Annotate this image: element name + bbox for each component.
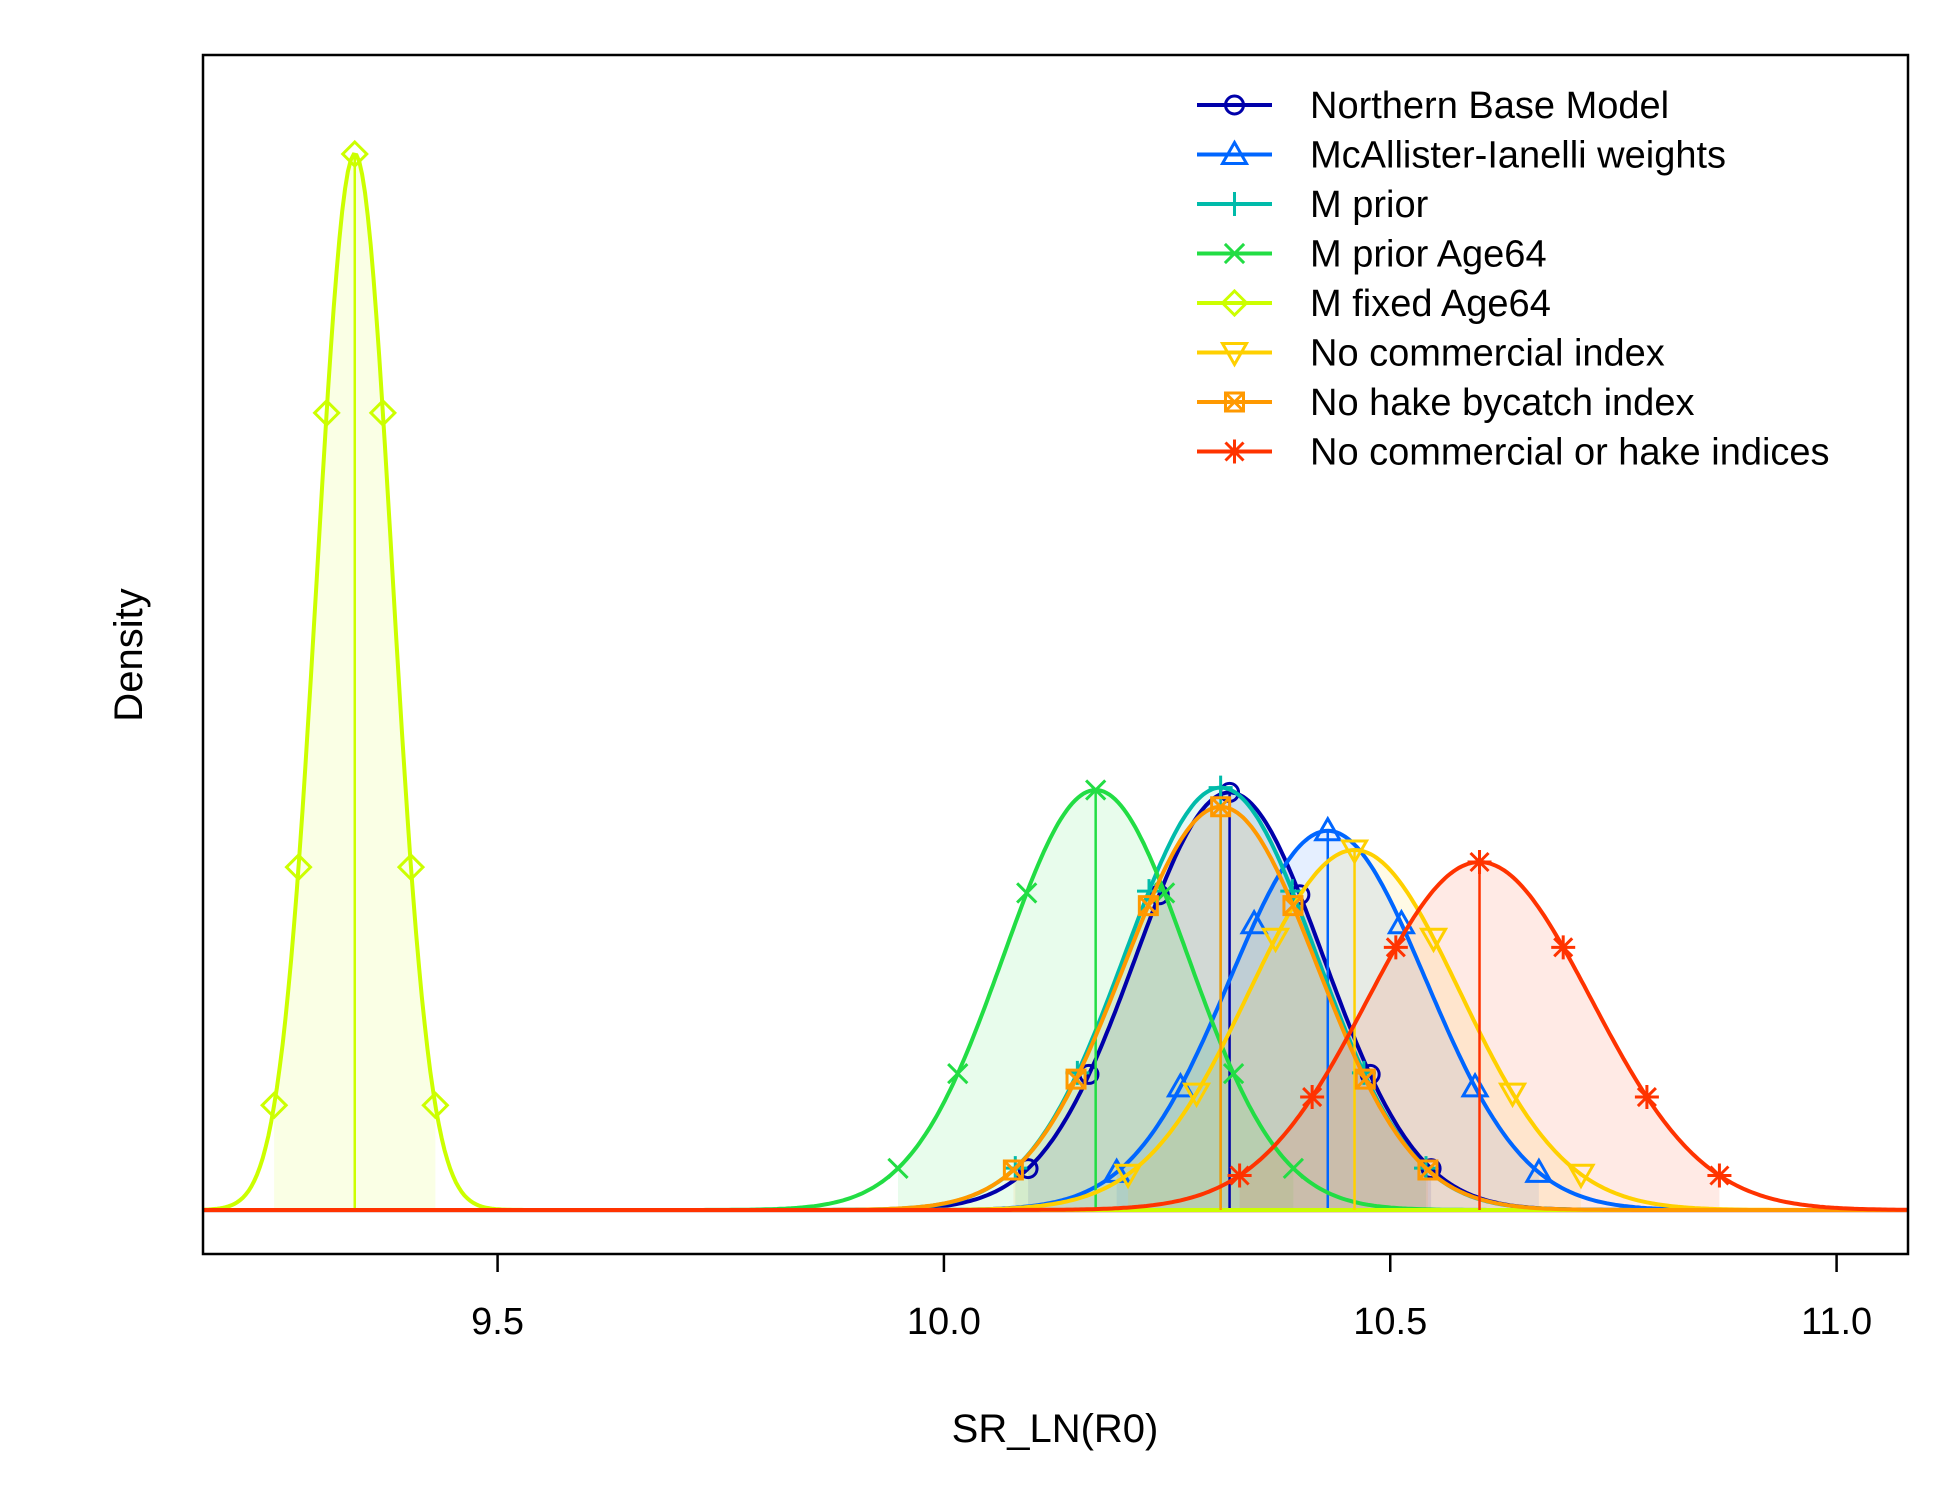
marker-m-fixed-age64-2 [312,398,341,428]
legend-marker [1219,139,1250,165]
marker-no-hake-bycatch-index-6 [1417,1159,1439,1181]
legend-entry-mcallister-ianelli-weights: McAllister-Ianelli weights [1197,135,1726,177]
marker-m-fixed-age64-0 [260,1091,289,1120]
marker-no-hake-bycatch-index-5 [1354,1068,1376,1090]
marker-no-commercial-index-3 [1339,839,1370,866]
marker-no-commercial-or-hake-indices-4 [1551,935,1576,960]
density-curves [203,139,1908,1212]
x-tick-label: 9.5 [471,1301,524,1343]
legend-label: M prior Age64 [1310,234,1547,276]
marker-no-hake-bycatch-index-4 [1282,895,1304,917]
density-curve-no-commercial-or-hake-indices [203,859,1908,1212]
marker-no-commercial-or-hake-indices-0 [1227,1163,1252,1188]
legend-label: M fixed Age64 [1310,283,1551,325]
legend-marker [1220,288,1249,318]
legend-label: No commercial index [1310,333,1665,375]
marker-m-prior-3 [1208,775,1233,800]
marker-no-commercial-index-1 [1181,1082,1212,1109]
marker-m-prior-age64-1 [947,1062,969,1085]
x-axis: 9.5 10.0 10.5 11.0 [471,1254,1872,1343]
marker-m-prior-age64-0 [887,1157,909,1180]
marker-no-commercial-or-hake-indices-2 [1383,935,1408,960]
legend-marker [1222,192,1247,216]
legend-label: No hake bycatch index [1310,382,1694,424]
marker-mcallister-ianelli-weights-6 [1524,1157,1554,1183]
marker-no-commercial-or-hake-indices-3 [1467,850,1492,874]
marker-m-fixed-age64-4 [368,398,397,428]
legend: Northern Base Model McAllister-Ianelli we… [1197,85,1830,474]
marker-m-prior-age64-3 [1085,779,1107,801]
marker-no-commercial-or-hake-indices-5 [1634,1085,1659,1110]
marker-mcallister-ianelli-weights-3 [1313,815,1343,842]
plot-frame [201,53,1910,1256]
marker-no-commercial-index-2 [1260,927,1291,954]
legend-label: M prior [1310,184,1429,226]
x-axis-label: SR_LN(R0) [952,1407,1159,1451]
marker-mcallister-ianelli-weights-4 [1386,908,1416,935]
legend-marker [1219,342,1250,368]
marker-no-commercial-index-4 [1418,927,1449,954]
marker-no-hake-bycatch-index-2 [1137,895,1159,917]
legend-marker [1224,391,1245,413]
x-tick-label: 10.0 [907,1301,981,1343]
x-tick-label: 10.5 [1353,1301,1427,1343]
legend-marker [1223,242,1246,265]
marker-no-commercial-index-6 [1566,1163,1596,1190]
series-no-commercial-or-hake-indices [203,850,1908,1212]
marker-m-fixed-age64-6 [421,1091,450,1120]
marker-no-hake-bycatch-index-1 [1065,1068,1087,1090]
legend-entry-northern-base-model: Northern Base Model [1197,85,1669,127]
marker-m-prior-age64-2 [1016,882,1038,904]
marker-no-commercial-or-hake-indices-1 [1300,1085,1325,1110]
marker-mcallister-ianelli-weights-5 [1460,1071,1490,1098]
legend-marker [1222,439,1247,464]
marker-no-hake-bycatch-index-3 [1210,796,1232,818]
marker-m-fixed-age64-1 [284,853,313,882]
marker-no-commercial-index-0 [1113,1163,1143,1190]
marker-no-commercial-index-5 [1497,1082,1528,1109]
marker-no-commercial-or-hake-indices-6 [1707,1163,1732,1188]
legend-label: Northern Base Model [1310,85,1669,127]
legend-entry-m-fixed-age64: M fixed Age64 [1197,283,1551,325]
legend-entry-no-commercial-index: No commercial index [1197,333,1665,375]
marker-m-prior-age64-5 [1222,1062,1245,1085]
legend-marker [1224,94,1245,116]
marker-m-fixed-age64-3 [340,139,369,169]
marker-m-fixed-age64-5 [396,853,426,882]
marker-mcallister-ianelli-weights-2 [1239,908,1269,935]
legend-label: McAllister-Ianelli weights [1310,135,1726,177]
legend-entry-m-prior-age64: M prior Age64 [1197,234,1547,276]
y-axis-label: Density [107,588,151,721]
marker-m-prior-age64-6 [1282,1157,1305,1180]
legend-entry-no-hake-bycatch-index: No hake bycatch index [1197,382,1694,424]
legend-label: No commercial or hake indices [1310,432,1830,474]
x-tick-label: 11.0 [1801,1301,1872,1343]
legend-entry-no-commercial-or-hake-indices: No commercial or hake indices [1197,432,1830,474]
legend-entry-m-prior: M prior [1197,184,1429,226]
plot-area [203,139,1908,1213]
marker-no-hake-bycatch-index-0 [1002,1159,1024,1181]
